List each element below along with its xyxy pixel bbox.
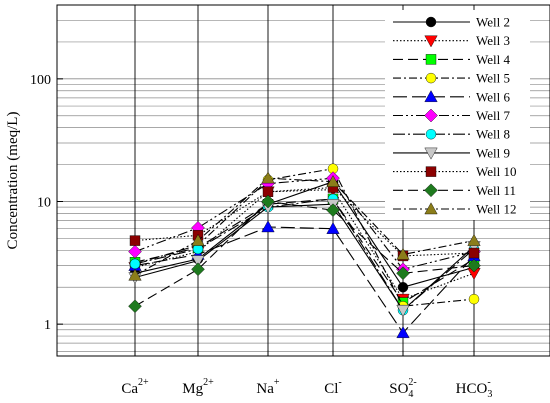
- data-point-well-10: [129, 235, 141, 246]
- legend-marker: [424, 147, 438, 160]
- legend-label: Well 5: [476, 71, 510, 86]
- data-point-well-11: [261, 194, 275, 209]
- series-line-well-5: [134, 168, 475, 307]
- series-line-well-6: [134, 226, 475, 334]
- legend-marker: [425, 72, 437, 84]
- legend-entry-well-5: Well 5: [393, 71, 510, 86]
- legend-marker: [424, 35, 438, 48]
- data-point-well-9: [396, 304, 410, 317]
- data-point-well-9: [191, 255, 205, 268]
- x-tick-label: Ca2+: [121, 377, 149, 397]
- legend-marker: [424, 202, 438, 215]
- legend-label: Well 3: [476, 33, 510, 48]
- legend: Well 2 Well 3 Well 4 Well 5 Well 6 Well 7 Well…: [385, 10, 530, 220]
- plot-area: [56, 4, 550, 357]
- legend-marker: [424, 90, 438, 103]
- series-line-well-4: [134, 198, 475, 304]
- legend-label: Well 9: [476, 145, 510, 160]
- data-point-well-12: [128, 268, 142, 281]
- legend-entry-well-9: Well 9: [393, 145, 510, 160]
- legend-label: Well 6: [476, 89, 510, 104]
- x-tick-label: Cl-: [324, 377, 342, 397]
- data-point-well-12: [191, 233, 205, 246]
- legend-entry-well-7: Well 7: [393, 108, 510, 123]
- data-point-well-6: [326, 222, 340, 234]
- legend-entry-well-12: Well 12: [393, 202, 516, 217]
- data-point-well-12: [396, 247, 410, 260]
- data-point-well-2: [397, 282, 409, 293]
- legend-marker: [424, 108, 438, 123]
- data-point-well-8: [129, 258, 141, 270]
- data-point-well-12: [467, 233, 481, 246]
- x-tick-label: Mg2+: [182, 377, 214, 397]
- series-layer: [128, 163, 481, 339]
- legend-label: Well 8: [476, 127, 510, 142]
- series-line-well-10: [134, 186, 475, 257]
- data-point-well-12: [326, 175, 340, 187]
- data-point-well-11: [128, 299, 142, 314]
- y-tick-label: 1: [44, 318, 51, 333]
- axes: 1 10 100 Ca2+ Mg2+ Na+ Cl- SO42- HCO3-: [30, 73, 492, 400]
- data-point-well-10: [468, 247, 480, 259]
- data-point-well-7: [128, 244, 142, 259]
- legend-entry-well-4: Well 4: [393, 52, 510, 67]
- legend-marker: [425, 128, 437, 140]
- legend-label: Well 2: [476, 15, 510, 30]
- legend-marker: [425, 166, 437, 177]
- data-point-well-11: [326, 203, 340, 217]
- data-point-well-6: [261, 220, 275, 233]
- legend-marker: [425, 16, 437, 28]
- legend-entry-well-8: Well 8: [393, 127, 510, 142]
- data-point-well-11: [467, 258, 481, 273]
- legend-label: Well 10: [476, 164, 516, 179]
- data-point-well-6: [396, 326, 410, 339]
- legend-label: Well 12: [476, 202, 516, 217]
- x-tick-label: HCO3-: [456, 377, 493, 400]
- data-point-well-11: [396, 266, 410, 281]
- legend-entry-well-6: Well 6: [393, 89, 510, 104]
- series-well-12: [128, 171, 481, 281]
- x-tick-label: Na+: [256, 377, 280, 397]
- data-point-well-11: [191, 262, 205, 277]
- series-line-well-11: [134, 200, 475, 307]
- legend-entry-well-2: Well 2: [393, 15, 510, 30]
- legend-label: Well 4: [476, 52, 510, 67]
- legend-entry-well-3: Well 3: [393, 33, 510, 48]
- x-tick-label: SO42-: [389, 377, 417, 400]
- legend-marker: [425, 54, 437, 65]
- legend-label: Well 11: [476, 183, 516, 198]
- data-point-well-5: [468, 293, 480, 305]
- series-line-well-9: [134, 203, 475, 312]
- series-line-well-2: [134, 181, 475, 288]
- y-axis-title: Concentration (meq/L): [5, 112, 21, 250]
- legend-entry-well-11: Well 11: [393, 183, 516, 198]
- data-point-well-12: [261, 171, 275, 184]
- series-line-well-12: [134, 177, 475, 276]
- legend-label: Well 7: [476, 108, 510, 123]
- y-tick-label: 10: [37, 195, 51, 210]
- y-tick-label: 100: [30, 73, 51, 88]
- series-well-11: [128, 194, 481, 314]
- legend-entry-well-10: Well 10: [393, 164, 516, 179]
- legend-marker: [424, 183, 438, 198]
